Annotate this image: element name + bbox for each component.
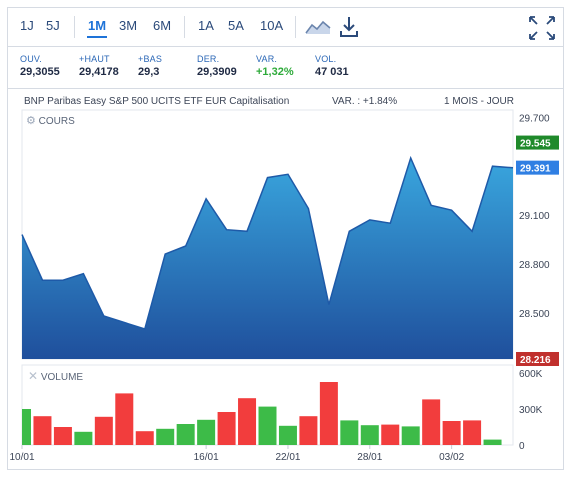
divider	[8, 46, 563, 47]
volume-bar	[115, 393, 134, 445]
cours-legend: ⚙ COURS	[26, 114, 75, 127]
quote-value: +1,32%	[256, 66, 294, 78]
period-1m-button[interactable]: 1M	[86, 18, 108, 38]
volume-bar	[197, 419, 216, 445]
volume-bar	[258, 406, 277, 445]
divider	[8, 88, 563, 89]
low-price-tag-bg	[516, 352, 559, 366]
toolbar-divider	[295, 16, 296, 38]
quote-variation: VAR. +1,32%	[256, 54, 294, 78]
high-price-tag-bg	[516, 135, 559, 150]
quote-last: DER. 29,3909	[197, 54, 237, 78]
volume-bar	[319, 382, 338, 445]
high-price-tag: 29.545	[520, 139, 551, 150]
quote-label: OUV.	[20, 54, 42, 64]
volume-bar	[463, 420, 482, 445]
volume-bar	[33, 416, 52, 445]
x-tick-label: 16/01	[194, 452, 219, 463]
period-5a-button[interactable]: 5A	[228, 18, 244, 33]
quote-value: 29,3055	[20, 66, 60, 78]
y-tick-label: 28.500	[519, 309, 550, 320]
quote-value: 29,4178	[79, 66, 119, 78]
volume-bar	[278, 425, 297, 445]
period-variation: VAR. : +1.84%	[332, 96, 398, 107]
volume-bar	[422, 399, 441, 445]
period-3m-button[interactable]: 3M	[119, 18, 138, 33]
quote-label: +BAS	[138, 54, 163, 64]
period-1a-button[interactable]: 1A	[198, 18, 214, 33]
quote-volume: VOL. 47 031	[315, 54, 349, 78]
quote-high: +HAUT 29,4178	[79, 54, 119, 78]
x-tick-label: 10/01	[9, 452, 34, 463]
chart-type-icon[interactable]	[304, 17, 332, 37]
period-6m-button[interactable]: 6M	[153, 18, 172, 33]
volume-bar	[74, 431, 93, 445]
download-icon[interactable]	[338, 15, 360, 39]
price-volume-chart: 29.700 29.100 28.800 28.500 600K 300K 0 10/01 16…	[9, 109, 559, 463]
quote-label: +HAUT	[79, 54, 110, 64]
y-tick-label: 29.700	[519, 113, 550, 124]
chart-widget: 1J 5J 1M 3M 6M 1A 5A 10A OUV.	[7, 7, 564, 470]
quote-label: DER.	[197, 54, 220, 64]
volume-legend: ✕ VOLUME	[28, 369, 83, 383]
instrument-name: BNP Paribas Easy S&P 500 UCITS ETF EUR C…	[24, 96, 290, 107]
quote-value: 29,3	[138, 66, 160, 78]
period-toolbar: 1J 5J 1M 3M 6M 1A 5A 10A	[8, 8, 563, 46]
quote-value: 29,3909	[197, 66, 237, 78]
cours-label: COURS	[38, 116, 75, 127]
quote-low: +BAS 29,3	[138, 54, 162, 78]
volume-tick-label: 0	[519, 441, 525, 452]
volume-bar	[381, 424, 400, 445]
x-tick-label: 22/01	[275, 452, 300, 463]
quote-value: 47 031	[315, 66, 349, 78]
period-5j-button[interactable]: 5J	[46, 18, 60, 33]
volume-bar	[483, 439, 502, 445]
volume-bar	[176, 424, 195, 445]
price-area	[22, 158, 513, 359]
period-1j-button[interactable]: 1J	[20, 18, 34, 33]
fullscreen-icon[interactable]	[528, 15, 556, 41]
volume-bar	[299, 416, 318, 445]
volume-bar	[238, 398, 257, 445]
quote-label: VAR.	[256, 54, 278, 64]
volume-bar	[156, 428, 175, 445]
last-price-tag-bg	[516, 160, 559, 175]
close-icon: ✕	[28, 369, 39, 383]
x-tick-label: 03/02	[439, 452, 464, 463]
volume-label: VOLUME	[40, 372, 84, 383]
volume-bar	[94, 416, 113, 445]
last-price-tag: 29.391	[520, 164, 551, 175]
y-tick-label: 29.100	[519, 211, 550, 222]
quote-open: OUV. 29,3055	[20, 54, 60, 78]
volume-bar	[217, 412, 236, 445]
volume-tick-label: 300K	[519, 405, 543, 416]
volume-bar	[360, 425, 379, 445]
volume-bar	[22, 409, 32, 445]
period-resolution: 1 MOIS - JOUR	[444, 96, 515, 107]
y-tick-label: 28.800	[519, 260, 550, 271]
toolbar-divider	[74, 16, 75, 38]
volume-tick-label: 600K	[519, 369, 543, 380]
volume-bar	[135, 431, 154, 445]
period-10a-button[interactable]: 10A	[260, 18, 284, 33]
volume-bar	[401, 426, 420, 445]
x-tick-label: 28/01	[357, 452, 382, 463]
gear-icon: ⚙	[26, 115, 36, 127]
low-price-tag: 28.216	[520, 355, 551, 366]
volume-bar	[340, 420, 359, 445]
toolbar-divider	[184, 16, 185, 38]
quote-label: VOL.	[315, 54, 337, 64]
volume-bar	[53, 427, 72, 445]
volume-bar	[442, 421, 461, 445]
